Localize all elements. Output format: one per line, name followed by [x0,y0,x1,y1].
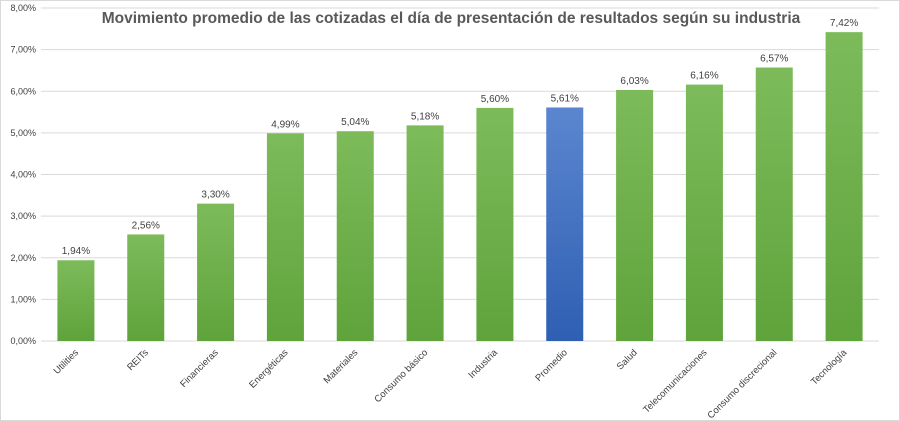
x-category-label: Promedio [533,347,570,384]
chart-title: Movimiento promedio de las cotizadas el … [102,10,801,27]
data-label: 5,04% [341,117,369,128]
data-label: 6,57% [760,54,788,65]
bar-salud [616,90,654,341]
data-label: 5,18% [411,111,439,122]
bar-materiales [336,131,374,341]
x-category-label: Utilities [52,347,82,377]
bar-financieras [197,203,235,341]
x-category-label: Tecnología [809,347,850,388]
data-label: 7,42% [830,18,858,29]
y-tick-label: 6,00% [10,86,36,96]
bar-tecnolog-a [825,32,863,341]
x-category-label: Consumo discrecional [706,347,780,420]
bar-consumo-discrecional [755,67,793,342]
x-category-label: Salud [615,347,640,372]
bar-energ-ticas [266,133,304,341]
y-tick-label: 0,00% [10,336,36,346]
bar-reits [127,234,165,341]
y-tick-label: 5,00% [10,128,36,138]
x-category-label: Materiales [322,347,361,386]
x-category-label: Consumo básico [372,347,430,405]
data-labels: 1,94% 2,56% 3,30% 4,99% 5,04% 5,18% 5,60% 5,61%… [62,18,859,257]
x-category-label: Industria [466,347,500,381]
bar-utilities [57,260,95,341]
data-label: 4,99% [271,119,299,130]
data-label: 3,30% [201,190,229,201]
data-label: 5,60% [481,94,509,105]
y-tick-label: 3,00% [10,211,36,221]
x-category-label: REITs [125,347,151,373]
y-tick-label: 2,00% [10,253,36,263]
y-tick-label: 1,00% [10,294,36,304]
data-label: 6,16% [690,71,718,82]
x-category-label: Energéticas [247,347,290,390]
bar-promedio [546,107,584,341]
bars [57,32,863,342]
x-category-label: Financieras [178,347,221,390]
y-axis-ticks: 0,00% 1,00% 2,00% 3,00% 4,00% 5,00% 6,00% 7,00%… [10,3,36,346]
bar-industria [476,107,514,342]
data-label: 6,03% [620,76,648,87]
data-label: 1,94% [62,246,90,257]
bar-consumo-b-sico [406,125,444,341]
y-tick-label: 8,00% [10,3,36,13]
x-axis-categories: Utilities REITs Financieras Energéticas Mate… [52,347,850,420]
y-tick-label: 4,00% [10,170,36,180]
x-category-label: Telecomunicaciones [641,347,709,415]
bar-telecomunicaciones [685,84,723,341]
y-tick-label: 7,00% [10,45,36,55]
data-label: 5,61% [551,93,579,104]
gridlines [41,7,879,342]
data-label: 2,56% [132,220,160,231]
